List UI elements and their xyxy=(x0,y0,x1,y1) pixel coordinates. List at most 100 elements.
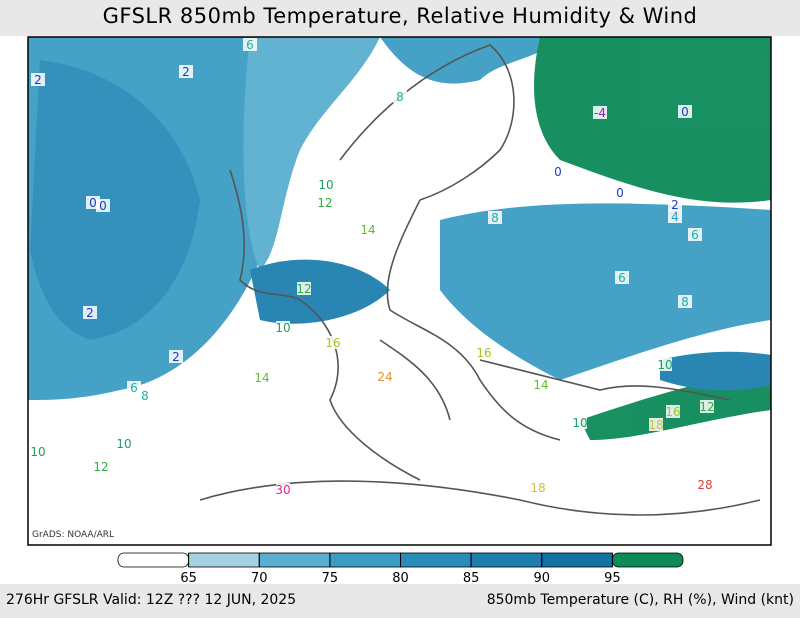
colorbar: 65 70 75 80 85 90 95 xyxy=(117,552,684,584)
contour-label-bg xyxy=(666,405,680,418)
contour-label: 8 xyxy=(141,389,149,403)
contour-label: 0 xyxy=(89,196,97,210)
colorbar-segment xyxy=(541,552,613,568)
contour-label-bg xyxy=(573,416,587,429)
contour-label-bg xyxy=(688,228,702,241)
colorbar-tick-label: 80 xyxy=(392,571,409,584)
contour-label-bg xyxy=(276,321,290,334)
contour-label: 16 xyxy=(665,405,680,419)
contour-label-bg xyxy=(668,198,682,211)
contour-label-bg xyxy=(534,378,548,391)
contour-label-bg xyxy=(255,371,269,384)
colorbar-segment xyxy=(470,552,543,568)
contour-label: 24 xyxy=(377,370,392,384)
colorbar-tick-label: 90 xyxy=(533,571,550,584)
contour-label-bg xyxy=(551,165,565,178)
contour-label: 28 xyxy=(697,478,712,492)
contour-label: 30 xyxy=(275,483,290,497)
contour-label-bg xyxy=(94,460,108,473)
contour-label: 0 xyxy=(616,186,624,200)
map-frame xyxy=(27,36,772,546)
contour-label: 14 xyxy=(533,378,548,392)
colorbar-segment xyxy=(611,552,684,568)
contour-label: 6 xyxy=(130,381,138,395)
contour-label: 12 xyxy=(699,400,714,414)
contour-label-bg xyxy=(477,346,491,359)
colorbar-tick-label: 95 xyxy=(604,571,621,584)
contour-label-bg xyxy=(615,271,629,284)
contour-label: 2 xyxy=(86,306,94,320)
contour-label: -4 xyxy=(594,106,606,120)
contour-label-bg xyxy=(117,437,131,450)
contour-label-bg xyxy=(488,211,502,224)
contour-label-bg xyxy=(319,178,333,191)
contour-label: 14 xyxy=(254,371,269,385)
colorbar-tick-label: 65 xyxy=(180,571,197,584)
contour-label: 2 xyxy=(34,73,42,87)
contour-label-bg xyxy=(668,210,682,223)
contour-label: 6 xyxy=(246,38,254,52)
coastlines xyxy=(199,44,761,516)
contour-label-bg xyxy=(678,105,692,118)
contour-label-bg xyxy=(698,478,712,491)
contour-label-bg xyxy=(649,418,663,431)
colorbar-tick-label: 85 xyxy=(463,571,480,584)
footer-right: 850mb Temperature (C), RH (%), Wind (knt… xyxy=(486,592,794,608)
contour-label: 2 xyxy=(182,65,190,79)
contour-label-bg xyxy=(138,389,152,402)
title: GFSLR 850mb Temperature, Relative Humidi… xyxy=(0,0,800,36)
contour-label-bg xyxy=(593,106,607,119)
contour-label: 2 xyxy=(671,198,679,212)
contour-label-bg xyxy=(31,73,45,86)
contour-label-bg xyxy=(361,223,375,236)
contour-label: 10 xyxy=(572,416,587,430)
contour-label: 10 xyxy=(116,437,131,451)
contour-label: 12 xyxy=(93,460,108,474)
credit: GrADS: NOAA/ARL xyxy=(32,530,114,540)
contour-label-bg xyxy=(179,65,193,78)
colorbar-tick-label: 70 xyxy=(251,571,268,584)
contour-label: 10 xyxy=(318,178,333,192)
contour-label: 6 xyxy=(618,271,626,285)
contour-label: 16 xyxy=(325,336,340,350)
colorbar-segment xyxy=(188,552,260,568)
footer-left: 276Hr GFSLR Valid: 12Z ??? 12 JUN, 2025 xyxy=(6,592,297,608)
colorbar-segment xyxy=(117,552,190,568)
colorbar-segment xyxy=(258,552,331,568)
contour-label-bg xyxy=(318,196,332,209)
contour-label-bg xyxy=(393,90,407,103)
contour-label: 6 xyxy=(691,228,699,242)
contour-label-bg xyxy=(531,481,545,494)
contour-label: 12 xyxy=(296,282,311,296)
colorbar-segment xyxy=(400,552,472,568)
contour-label-bg xyxy=(678,295,692,308)
contour-label: 8 xyxy=(681,295,689,309)
contour-label-bg xyxy=(297,282,311,295)
contour-label: 10 xyxy=(657,358,672,372)
contour-label-bg xyxy=(700,400,714,413)
contour-label: 0 xyxy=(681,105,689,119)
contour-label-bg xyxy=(243,38,257,51)
contour-label-bg xyxy=(276,483,290,496)
contour-label-bg xyxy=(658,358,672,371)
contour-label: 8 xyxy=(491,211,499,225)
footer: 276Hr GFSLR Valid: 12Z ??? 12 JUN, 2025 … xyxy=(0,584,800,618)
contour-label-bg xyxy=(83,306,97,319)
contour-label: 10 xyxy=(275,321,290,335)
contour-label-bg xyxy=(169,350,183,363)
contour-label-bg xyxy=(613,186,627,199)
contour-label: 4 xyxy=(671,210,679,224)
contour-label: 12 xyxy=(317,196,332,210)
contour-label: 16 xyxy=(476,346,491,360)
contour-label: 8 xyxy=(396,90,404,104)
contour-label-bg xyxy=(96,199,110,212)
contour-label: 18 xyxy=(530,481,545,495)
contour-label: 18 xyxy=(648,418,663,432)
contour-label-bg xyxy=(31,445,45,458)
contour-label: 10 xyxy=(30,445,45,459)
contour-label-bg xyxy=(127,381,141,394)
contour-label: 2 xyxy=(172,350,180,364)
contour-label: 14 xyxy=(360,223,375,237)
